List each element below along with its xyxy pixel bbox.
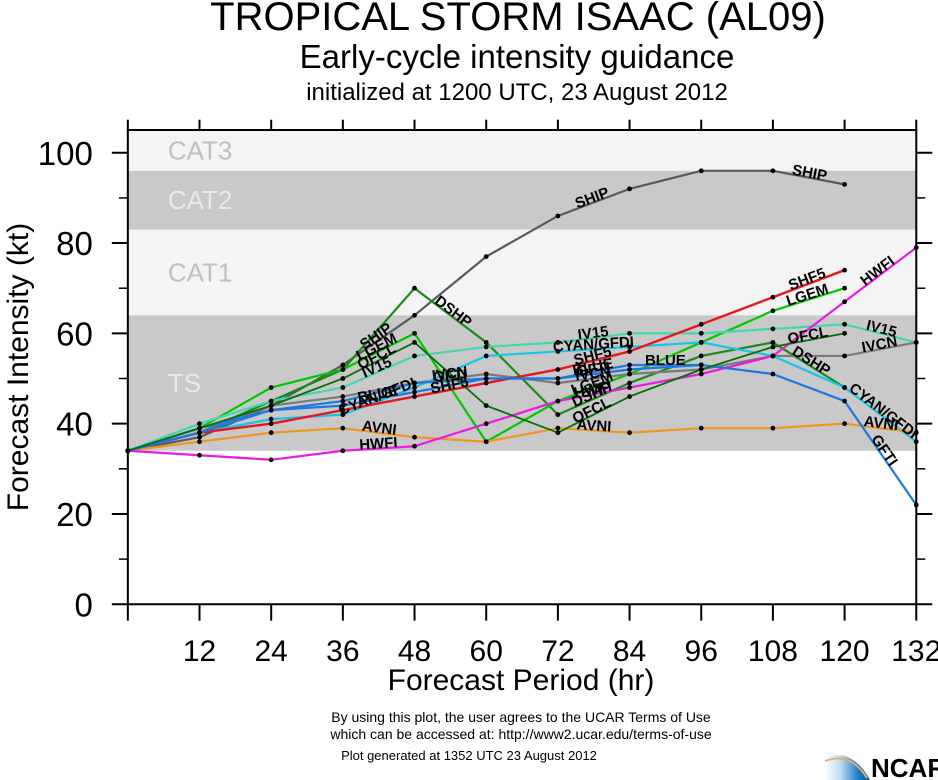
svg-text:60: 60 — [470, 635, 503, 668]
svg-text:CAT2: CAT2 — [168, 185, 233, 215]
svg-text:36: 36 — [326, 635, 359, 668]
svg-text:initialized at 1200 UTC, 23 Au: initialized at 1200 UTC, 23 August 2012 — [306, 79, 728, 106]
svg-text:100: 100 — [38, 135, 93, 172]
svg-text:By using this plot, the user a: By using this plot, the user agrees to t… — [331, 709, 711, 725]
svg-text:132: 132 — [891, 635, 938, 668]
svg-text:40: 40 — [56, 406, 93, 443]
svg-text:24: 24 — [254, 635, 287, 668]
svg-text:CAT3: CAT3 — [168, 136, 233, 166]
svg-text:120: 120 — [820, 635, 870, 668]
svg-text:TROPICAL STORM ISAAC (AL09): TROPICAL STORM ISAAC (AL09) — [210, 0, 826, 39]
svg-text:TS: TS — [168, 368, 201, 398]
svg-text:Forecast Intensity (kt): Forecast Intensity (kt) — [2, 223, 35, 511]
svg-text:Early-cycle intensity guidance: Early-cycle intensity guidance — [300, 38, 735, 75]
svg-text:60: 60 — [56, 315, 93, 352]
svg-text:72: 72 — [541, 635, 574, 668]
svg-text:BLUE: BLUE — [645, 352, 686, 369]
svg-text:GFTI: GFTI — [433, 367, 468, 386]
svg-text:96: 96 — [685, 635, 718, 668]
svg-text:HWFI: HWFI — [359, 434, 398, 453]
svg-text:84: 84 — [613, 635, 646, 668]
svg-text:80: 80 — [56, 225, 93, 262]
svg-text:NCAR: NCAR — [871, 753, 938, 780]
svg-text:0: 0 — [74, 586, 92, 623]
svg-text:12: 12 — [183, 635, 216, 668]
svg-text:20: 20 — [56, 496, 93, 533]
svg-text:Forecast Period (hr): Forecast Period (hr) — [388, 664, 655, 697]
svg-text:48: 48 — [398, 635, 431, 668]
svg-text:Plot generated at 1352 UTC 23: Plot generated at 1352 UTC 23 August 201… — [341, 748, 597, 763]
svg-text:108: 108 — [748, 635, 798, 668]
svg-text:which can be accessed at: http: which can be accessed at: http://www2.uc… — [329, 726, 712, 742]
svg-text:CAT1: CAT1 — [168, 257, 233, 287]
